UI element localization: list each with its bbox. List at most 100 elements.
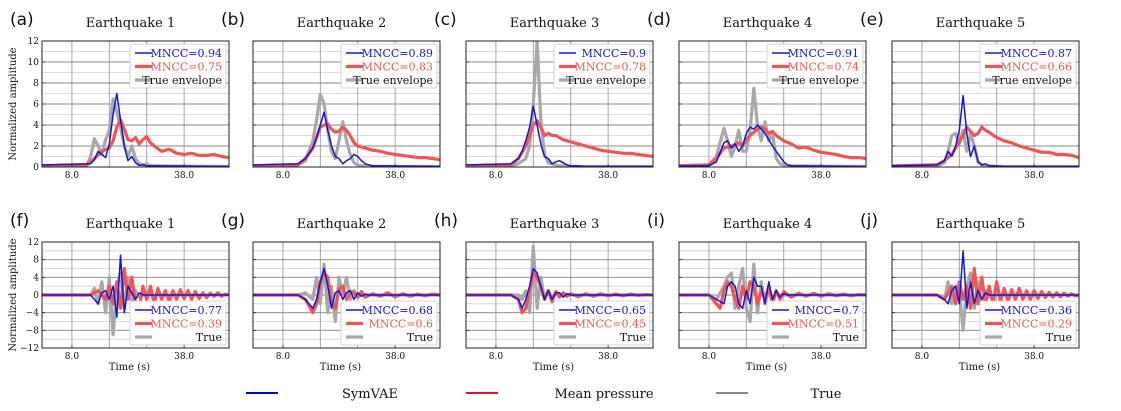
panel-title: Earthquake 1 [86, 16, 175, 31]
legend-label: True envelope [779, 74, 859, 87]
y-axis-label: Normalized amplitude [8, 238, 19, 351]
x-tick-label: 8.0 [276, 352, 291, 362]
y-tick-label: 0 [33, 291, 39, 301]
x-tick-label: 38.0 [174, 352, 194, 362]
legend-label: MNCC=0.94 [151, 47, 222, 60]
legend-label: MNCC=0.77 [151, 304, 222, 317]
panel-b: 8.0 38.0 (b) Earthquake 2 MNCC=0.89MNCC=0.83… [221, 10, 441, 181]
series-line-mean-pressure [892, 125, 1079, 167]
panel-title: Earthquake 4 [723, 217, 812, 232]
legend-label: True [407, 331, 433, 344]
y-tick-label: −8 [26, 326, 40, 336]
x-tick-label: 8.0 [702, 352, 717, 362]
x-tick-label: 38.0 [174, 171, 194, 181]
legend-label: MNCC=0.7 [795, 304, 859, 317]
panel-title: Earthquake 1 [86, 217, 175, 232]
y-tick-label: 12 [28, 238, 39, 248]
y-tick-label: 4 [33, 121, 39, 131]
figure-legend-label: Mean pressure [554, 387, 653, 402]
x-tick-label: 8.0 [489, 171, 504, 181]
legend-label: True envelope [992, 74, 1072, 87]
panel-label: (d) [647, 10, 671, 30]
panel-title: Earthquake 5 [936, 16, 1025, 31]
panel-label: (b) [221, 10, 245, 30]
x-axis-label: Time (s) [109, 362, 150, 373]
legend-label: True [1046, 331, 1072, 344]
legend-label: MNCC=0.87 [1001, 47, 1072, 60]
x-tick-label: 8.0 [702, 171, 717, 181]
x-tick-label: 38.0 [1024, 171, 1044, 181]
y-tick-label: 4 [33, 273, 39, 283]
series-line-mean-pressure [466, 119, 653, 167]
panel-label: (g) [221, 211, 245, 231]
series-line-symvae [892, 94, 1079, 167]
legend-box [979, 43, 1077, 89]
panel-title: Earthquake 3 [510, 217, 599, 232]
legend-box [553, 300, 651, 346]
legend-label: MNCC=0.9 [582, 47, 646, 60]
panel-d: 8.0 38.0 (d) Earthquake 4 MNCC=0.91MNCC=0.74… [647, 10, 867, 181]
y-axis-label: Normalized amplitude [8, 47, 19, 160]
y-tick-label: −12 [20, 344, 39, 354]
panel-label: (a) [10, 10, 34, 30]
legend-box [340, 300, 438, 346]
legend-label: MNCC=0.6 [369, 318, 433, 331]
series-line-symvae [466, 105, 653, 167]
x-axis-label: Time (s) [959, 362, 1000, 373]
y-tick-label: 8 [33, 256, 39, 266]
figure-legend-label: True [811, 387, 842, 402]
figure-legend-label: SymVAE [342, 387, 398, 402]
legend-label: MNCC=0.75 [151, 61, 222, 74]
panel-title: Earthquake 3 [510, 16, 599, 31]
figure-legend: SymVAE Mean pressure True [246, 387, 842, 402]
series-line-mean-pressure [42, 266, 229, 310]
legend-box [553, 43, 651, 89]
panel-j: 8.0 38.0 (j) Earthquake 5 Time (s) MNCC=0.36M… [860, 211, 1080, 373]
x-tick-label: 38.0 [598, 352, 618, 362]
x-tick-label: 8.0 [65, 171, 80, 181]
x-tick-label: 38.0 [1024, 352, 1044, 362]
legend-label: MNCC=0.83 [362, 61, 433, 74]
panel-title: Earthquake 4 [723, 16, 812, 31]
legend-label: MNCC=0.74 [788, 61, 859, 74]
legend-label: True envelope [353, 74, 433, 87]
legend-box [340, 43, 438, 89]
x-tick-label: 8.0 [489, 352, 504, 362]
legend-label: True [833, 331, 859, 344]
panel-title: Earthquake 2 [297, 16, 386, 31]
series-line-symvae [679, 276, 866, 310]
series-line-symvae [466, 267, 653, 310]
legend-label: MNCC=0.65 [575, 304, 646, 317]
y-tick-label: 10 [28, 58, 40, 68]
legend-label: MNCC=0.89 [362, 47, 433, 60]
series-line-symvae [253, 267, 440, 310]
legend-label: MNCC=0.45 [575, 318, 646, 331]
y-tick-label: −4 [26, 309, 40, 319]
panel-a: 0 2 4 6 8 10 12 8.0 38.0 (a) Earthquake 1 Normalize… [8, 10, 230, 181]
y-tick-label: 6 [33, 100, 39, 110]
legend-label: MNCC=0.91 [788, 47, 859, 60]
y-tick-label: 8 [33, 79, 39, 89]
series-line-mean-pressure [42, 118, 229, 167]
y-tick-label: 12 [28, 37, 39, 47]
legend-label: MNCC=0.68 [362, 304, 433, 317]
panel-title: Earthquake 2 [297, 217, 386, 232]
x-tick-label: 8.0 [915, 352, 930, 362]
panel-label: (j) [860, 211, 878, 231]
x-axis-label: Time (s) [533, 362, 574, 373]
x-tick-label: 38.0 [385, 171, 405, 181]
legend-label: True envelope [142, 74, 222, 87]
x-tick-label: 38.0 [598, 171, 618, 181]
legend-label: MNCC=0.39 [151, 318, 222, 331]
panel-f: −12 −8 −4 0 4 8 12 8.0 38.0 (f) Earthquake 1 Normal… [8, 211, 230, 373]
panel-label: (i) [647, 211, 665, 231]
x-tick-label: 38.0 [811, 352, 831, 362]
